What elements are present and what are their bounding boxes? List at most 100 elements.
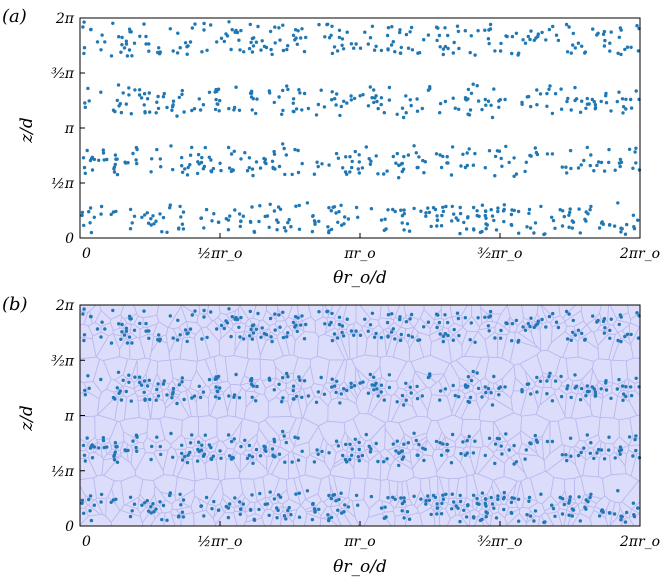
- panel-a-data-point: [405, 222, 410, 226]
- panel-b-data-point: [183, 454, 187, 459]
- panel-a-data-point: [625, 45, 630, 49]
- panel-b-data-point: [372, 335, 377, 339]
- panel-b-data-point: [424, 499, 428, 503]
- panel-b-data-point: [302, 379, 307, 383]
- panel-a-data-point: [387, 98, 392, 102]
- panel-a-data-point: [280, 112, 284, 117]
- panel-b-data-point: [227, 454, 232, 458]
- panel-b-data-point: [400, 393, 405, 398]
- panel-b-data-point: [492, 374, 496, 379]
- panel-b-data-point: [521, 325, 525, 329]
- panel-a-data-point: [402, 228, 406, 232]
- panel-b-data-point: [533, 509, 538, 513]
- panel-a-data-point: [124, 39, 129, 43]
- panel-b-data-point: [137, 375, 142, 379]
- panel-a-data-point: [406, 153, 411, 157]
- panel-a-data-point: [545, 91, 549, 96]
- panel-b-data-point: [130, 509, 134, 513]
- panel-a-data-point: [632, 225, 636, 229]
- panel-b-voronoi-cell: [580, 304, 602, 326]
- panel-a-data-point: [435, 218, 440, 222]
- panel-a-data-point: [458, 205, 462, 210]
- panel-a-data-point: [620, 97, 625, 101]
- panel-b-data-point: [585, 433, 589, 437]
- panel-b-data-point: [637, 456, 642, 460]
- panel-a-data-point: [509, 212, 514, 217]
- panel-a-data-point: [475, 209, 479, 213]
- panel-a-data-point: [487, 149, 492, 153]
- panel-b-data-point: [609, 317, 613, 321]
- panel-b-data-point: [316, 452, 320, 456]
- panel-b-data-point: [517, 338, 521, 343]
- panel-b-data-point: [152, 510, 156, 514]
- panel-a-data-point: [494, 228, 499, 232]
- panel-b-data-point: [523, 457, 527, 461]
- panel-a-data-point: [617, 90, 621, 94]
- panel-a-data-point: [202, 21, 206, 26]
- panel-b-data-point: [498, 385, 502, 389]
- panel-a-data-point: [237, 108, 242, 113]
- panel-b-data-point: [363, 317, 367, 321]
- panel-b-data-point: [337, 315, 342, 319]
- panel-a-data-point: [372, 100, 376, 105]
- panel-b-data-point: [483, 453, 487, 458]
- panel-b-data-point: [195, 459, 200, 463]
- panel-b-data-point: [445, 448, 449, 453]
- panel-b-data-point: [284, 440, 288, 445]
- panel-a-data-point: [492, 87, 496, 91]
- panel-a-data-point: [445, 161, 449, 165]
- panel-b-data-point: [247, 443, 252, 448]
- panel-b-data-point: [134, 445, 138, 450]
- panel-b-data-point: [180, 380, 184, 384]
- panel-a-data-point: [310, 229, 315, 234]
- panel-a-data-point: [300, 161, 304, 166]
- panel-b-data-point: [132, 502, 137, 506]
- panel-b-data-point: [402, 442, 406, 446]
- panel-b-data-point: [493, 336, 497, 340]
- panel-b-data-point: [90, 456, 95, 460]
- panel-a-data-point: [126, 161, 130, 165]
- panel-b-data-point: [569, 395, 573, 400]
- panel-a-data-point: [631, 166, 635, 170]
- panel-b-data-point: [186, 453, 190, 457]
- panel-b-data-point: [119, 398, 124, 402]
- panel-b-data-point: [327, 451, 331, 455]
- panel-a-data-point: [200, 50, 204, 54]
- panel-b-data-point: [297, 491, 301, 495]
- panel-b-data-point: [376, 394, 380, 398]
- panel-b-data-point: [476, 316, 480, 320]
- panel-a-data-point: [348, 155, 352, 159]
- panel-b-data-point: [272, 497, 277, 501]
- panel-b-data-point: [250, 395, 254, 399]
- panel-a-data-point: [604, 94, 608, 98]
- panel-a-data-point: [587, 102, 591, 106]
- panel-b-data-point: [391, 442, 395, 446]
- panel-a-data-point: [399, 208, 403, 212]
- panel-b-data-point: [115, 460, 120, 464]
- panel-a-data-point: [579, 163, 583, 167]
- panel-b-data-point: [290, 460, 294, 464]
- panel-a-data-point: [573, 46, 577, 50]
- panel-a-data-point: [205, 48, 209, 52]
- panel-a-data-point: [332, 205, 337, 209]
- panel-a-data-point: [218, 98, 222, 103]
- panel-b-data-point: [99, 492, 104, 497]
- panel-b-data-point: [267, 376, 271, 380]
- panel-b-data-point: [488, 309, 493, 314]
- panel-b-data-point: [564, 453, 568, 457]
- panel-a-data-point: [404, 32, 409, 37]
- panel-a-data-point: [395, 151, 399, 156]
- panel-b-data-point: [406, 333, 411, 338]
- panel-b-data-point: [88, 509, 92, 513]
- panel-a-data-point: [127, 27, 132, 31]
- panel-b-data-point: [510, 322, 515, 326]
- panel-b-data-point: [183, 328, 188, 332]
- panel-a-data-point: [497, 105, 501, 110]
- panel-a-data-point: [272, 209, 277, 213]
- panel-a-data-point: [559, 87, 563, 91]
- panel-b-data-point: [218, 449, 222, 453]
- panel-a-data-point: [599, 99, 603, 104]
- panel-b-data-point: [450, 507, 454, 511]
- panel-b-data-point: [601, 319, 606, 324]
- panel-a-data-point: [330, 98, 334, 102]
